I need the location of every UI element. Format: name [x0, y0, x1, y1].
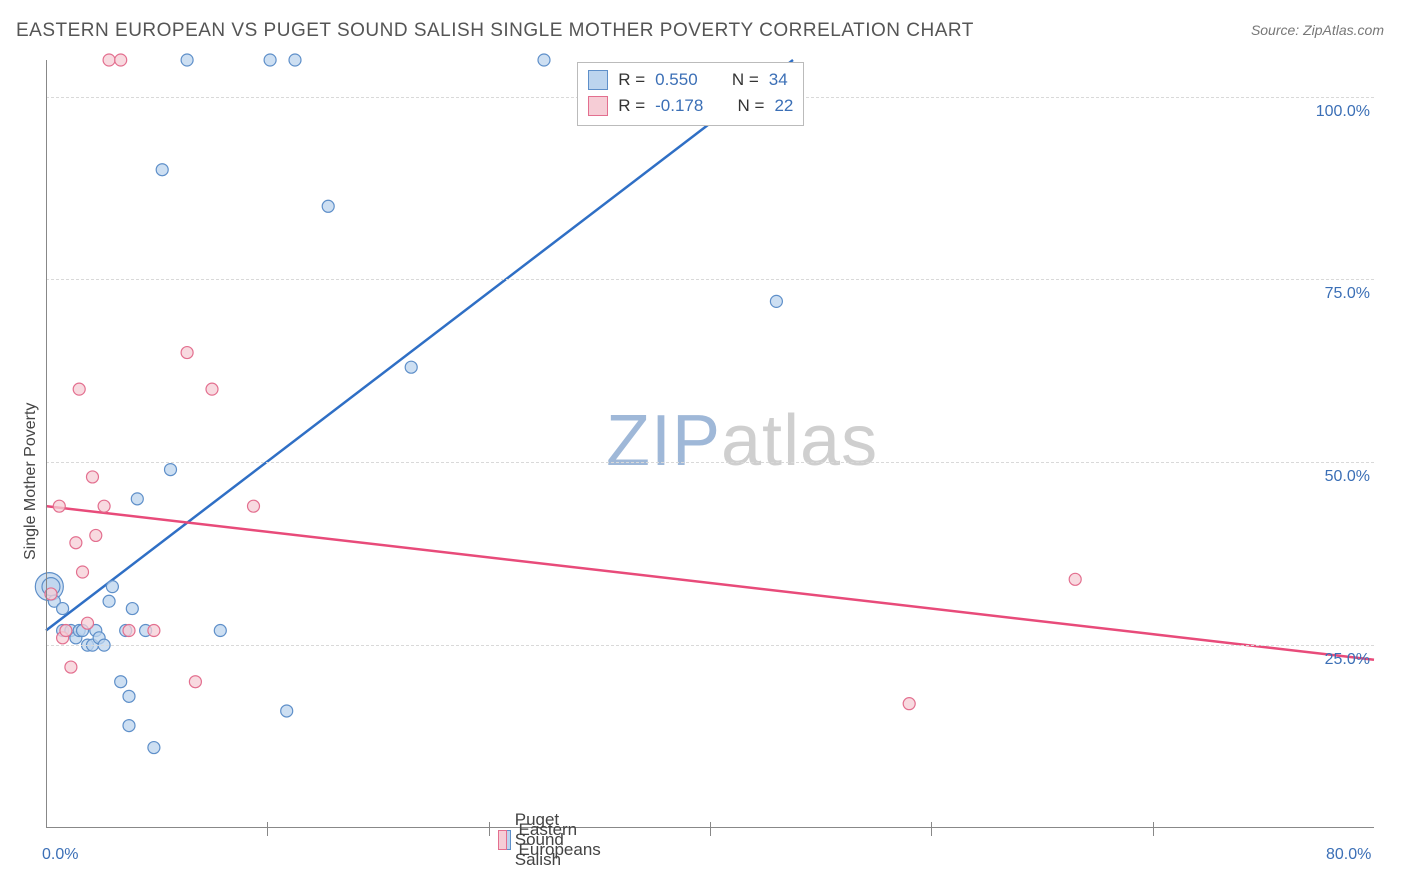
- point-salish: [115, 54, 127, 66]
- point-eastern: [123, 720, 135, 732]
- point-eastern: [126, 603, 138, 615]
- point-eastern: [123, 690, 135, 702]
- scatter-plot: ZIPatlas 25.0%50.0%75.0%100.0%0.0%80.0% …: [46, 60, 1374, 828]
- xtick-label: 0.0%: [42, 846, 78, 864]
- point-salish: [903, 698, 915, 710]
- point-salish: [82, 617, 94, 629]
- legend-swatch: [498, 830, 507, 850]
- point-salish: [65, 661, 77, 673]
- point-eastern: [131, 493, 143, 505]
- ytick-label: 75.0%: [1310, 285, 1370, 303]
- point-salish: [248, 500, 260, 512]
- point-eastern: [57, 603, 69, 615]
- point-eastern: [322, 200, 334, 212]
- point-salish: [98, 500, 110, 512]
- stats-r-value: -0.178: [655, 93, 703, 119]
- y-axis-line: [46, 60, 47, 828]
- point-salish: [77, 566, 89, 578]
- point-eastern: [538, 54, 550, 66]
- stats-n-label: N =: [738, 93, 765, 119]
- stats-swatch-salish: [588, 96, 608, 116]
- trend-line-eastern: [46, 60, 793, 631]
- stats-box: R = 0.550 N = 34 R = -0.178 N = 22: [577, 62, 804, 126]
- point-salish: [60, 625, 72, 637]
- stats-n-value: 34: [769, 67, 788, 93]
- xtick: [1153, 822, 1154, 836]
- point-eastern: [289, 54, 301, 66]
- gridline-y: [46, 462, 1374, 463]
- point-eastern: [770, 295, 782, 307]
- point-salish: [1069, 573, 1081, 585]
- point-salish: [70, 537, 82, 549]
- legend-label: Puget Sound Salish: [515, 810, 575, 870]
- stats-row-eastern: R = 0.550 N = 34: [588, 67, 793, 93]
- xtick-label: 80.0%: [1326, 846, 1371, 864]
- trend-line-salish: [46, 506, 1374, 660]
- xtick: [931, 822, 932, 836]
- point-eastern: [106, 581, 118, 593]
- ytick-label: 50.0%: [1310, 468, 1370, 486]
- point-salish: [181, 347, 193, 359]
- gridline-y: [46, 279, 1374, 280]
- stats-r-label: R =: [618, 67, 645, 93]
- point-eastern: [264, 54, 276, 66]
- point-salish: [53, 500, 65, 512]
- xtick: [267, 822, 268, 836]
- point-salish: [103, 54, 115, 66]
- ytick-label: 100.0%: [1310, 103, 1370, 121]
- point-eastern: [103, 595, 115, 607]
- point-eastern: [115, 676, 127, 688]
- point-eastern: [156, 164, 168, 176]
- gridline-y: [46, 645, 1374, 646]
- stats-row-salish: R = -0.178 N = 22: [588, 93, 793, 119]
- point-eastern: [281, 705, 293, 717]
- ytick-label: 25.0%: [1310, 651, 1370, 669]
- plot-svg: [46, 60, 1374, 828]
- point-eastern: [405, 361, 417, 373]
- point-salish: [189, 676, 201, 688]
- point-salish: [86, 471, 98, 483]
- stats-n-value: 22: [774, 93, 793, 119]
- point-salish: [206, 383, 218, 395]
- xtick: [710, 822, 711, 836]
- xtick: [489, 822, 490, 836]
- point-eastern: [148, 742, 160, 754]
- stats-r-label: R =: [618, 93, 645, 119]
- y-axis-label: Single Mother Poverty: [22, 403, 40, 560]
- stats-n-label: N =: [732, 67, 759, 93]
- point-salish: [73, 383, 85, 395]
- source-attribution: Source: ZipAtlas.com: [1251, 22, 1384, 38]
- point-eastern: [165, 464, 177, 476]
- stats-swatch-eastern: [588, 70, 608, 90]
- point-salish: [90, 529, 102, 541]
- legend-item: Puget Sound Salish: [498, 810, 575, 870]
- stats-r-value: 0.550: [655, 67, 698, 93]
- point-eastern: [214, 625, 226, 637]
- chart-title: EASTERN EUROPEAN VS PUGET SOUND SALISH S…: [16, 20, 974, 42]
- point-salish: [148, 625, 160, 637]
- point-eastern: [181, 54, 193, 66]
- point-salish: [123, 625, 135, 637]
